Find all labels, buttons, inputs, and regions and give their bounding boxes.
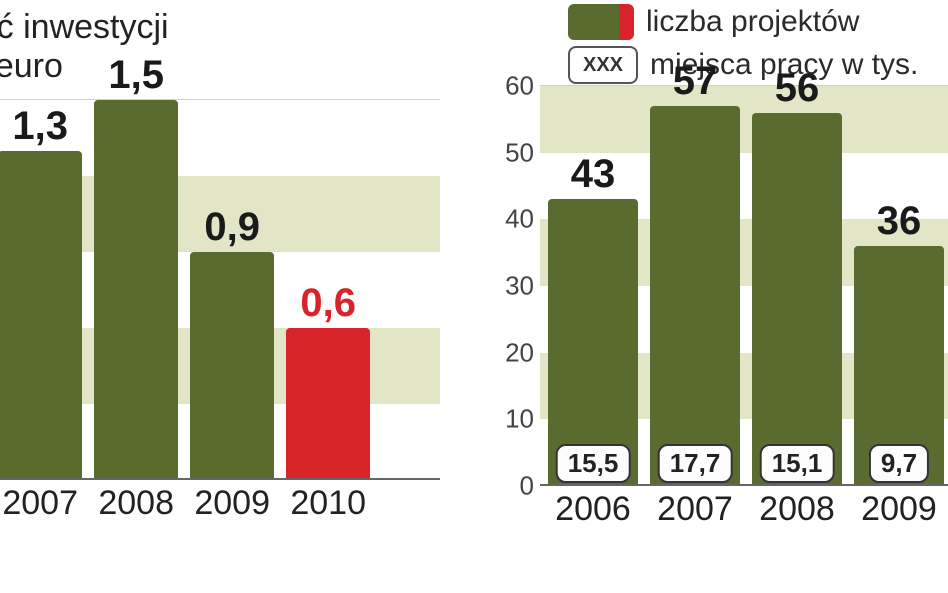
legend-bar-row: liczba projektów [568, 4, 918, 40]
bar-pill-value: 15,5 [556, 444, 631, 483]
legend-pill-placeholder: XXX [583, 54, 623, 77]
legend-bar-swatch [568, 4, 634, 40]
bar-value-label: 0,6 [300, 281, 356, 328]
x-tick-label: 2009 [194, 484, 270, 523]
bar-value-label: 1,5 [108, 53, 164, 100]
bar: 0,6 [286, 328, 370, 480]
legend-pill-swatch: XXX [568, 46, 638, 84]
bar-wrap: 0,6 [286, 100, 370, 480]
legend-pill-row: XXX miejsca pracy w tys. [568, 46, 918, 84]
x-tick-label: 2007 [657, 490, 733, 529]
y-tick-label: 10 [505, 404, 540, 435]
bar-wrap: 5615,1 [752, 86, 842, 486]
bar-value-label: 1,3 [12, 104, 68, 151]
title-line-1: rtość inwestycji [0, 8, 169, 47]
bar-wrap: 5717,7 [650, 86, 740, 486]
bar-wrap: 0,9 [190, 100, 274, 480]
bars: 4315,55717,75615,1369,7 [540, 86, 948, 486]
bar: 0,9 [190, 252, 274, 480]
page: rtość inwestycji nld euro 11,31,50,90,6 … [0, 0, 948, 593]
x-tick-label: 2010 [290, 484, 366, 523]
y-tick-label: 20 [505, 337, 540, 368]
legend: liczba projektów XXX miejsca pracy w tys… [568, 4, 918, 84]
bar: 1,5 [94, 100, 178, 480]
legend-bar-label: liczba projektów [646, 5, 859, 39]
x-axis-line [0, 478, 440, 480]
x-tick-label: 2007 [2, 484, 78, 523]
bar-wrap: 369,7 [854, 86, 944, 486]
investment-value-chart: rtość inwestycji nld euro 11,31,50,90,6 … [0, 100, 440, 540]
plot-area: 11,31,50,90,6 2007200820092010 [0, 100, 440, 480]
y-tick-label: 0 [520, 471, 540, 502]
bar-wrap: 4315,5 [548, 86, 638, 486]
x-axis-line [540, 484, 948, 486]
x-tick-label: 2008 [759, 490, 835, 529]
bar-wrap: 1,3 [0, 100, 82, 480]
bar-wrap: 1,5 [94, 100, 178, 480]
y-tick-label: 50 [505, 137, 540, 168]
bar-value-label: 36 [877, 199, 922, 246]
x-tick-label: 2008 [98, 484, 174, 523]
bar-value-label: 57 [673, 59, 718, 106]
bar-pill-value: 9,7 [869, 444, 929, 483]
bar-value-label: 43 [571, 152, 616, 199]
y-tick-label: 30 [505, 271, 540, 302]
bars: 11,31,50,90,6 [0, 100, 440, 480]
x-tick-label: 2006 [555, 490, 631, 529]
x-tick-label: 2009 [861, 490, 937, 529]
projects-chart: liczba projektów XXX miejsca pracy w tys… [540, 76, 948, 546]
bar: 57 [650, 106, 740, 486]
y-tick-label: 40 [505, 204, 540, 235]
y-tick-label: 60 [505, 71, 540, 102]
bar: 56 [752, 113, 842, 486]
plot-area: 0102030405060 4315,55717,75615,1369,7 20… [540, 86, 948, 486]
bar-value-label: 56 [775, 66, 820, 113]
bar: 43 [548, 199, 638, 486]
bar-pill-value: 15,1 [760, 444, 835, 483]
bar-value-label: 0,9 [204, 205, 260, 252]
bar: 1,3 [0, 151, 82, 480]
bar-pill-value: 17,7 [658, 444, 733, 483]
